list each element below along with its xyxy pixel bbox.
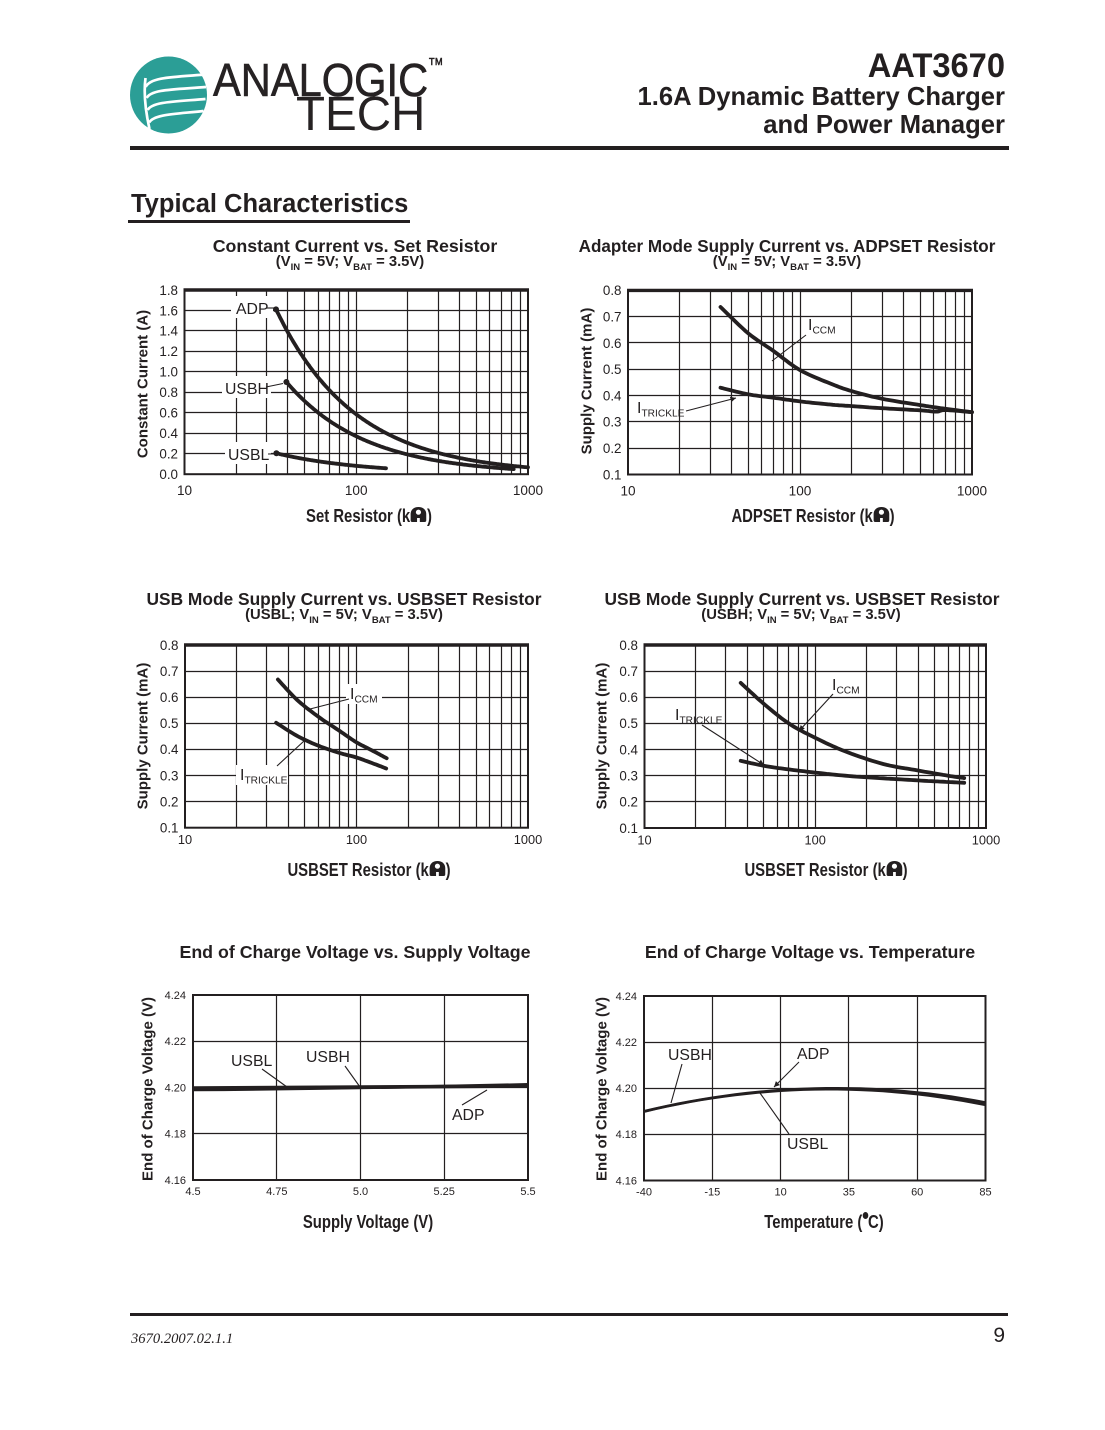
svg-text:4.18: 4.18 <box>165 1129 186 1141</box>
svg-text:5.5: 5.5 <box>520 1186 535 1198</box>
svg-text:1.4: 1.4 <box>159 324 178 339</box>
svg-text:0.7: 0.7 <box>160 664 179 679</box>
svg-text:0.4: 0.4 <box>603 388 622 403</box>
svg-text:10: 10 <box>178 832 192 847</box>
svg-text:0.3: 0.3 <box>619 769 638 784</box>
svg-text:1000: 1000 <box>972 833 1000 848</box>
svg-text:0.6: 0.6 <box>603 336 622 351</box>
svg-text:4.16: 4.16 <box>616 1175 637 1187</box>
svg-text:-15: -15 <box>704 1187 720 1199</box>
svg-text:0.6: 0.6 <box>160 690 179 705</box>
svg-text:0.8: 0.8 <box>619 638 638 653</box>
svg-text:5.25: 5.25 <box>433 1186 454 1198</box>
svg-text:1000: 1000 <box>513 483 544 498</box>
svg-text:0.2: 0.2 <box>603 441 622 456</box>
svg-text:0.4: 0.4 <box>159 426 178 441</box>
svg-text:1.0: 1.0 <box>159 365 178 380</box>
svg-text:100: 100 <box>789 484 812 499</box>
svg-text:0.1: 0.1 <box>160 821 179 836</box>
svg-text:ITRICKLE: ITRICKLE <box>637 400 685 419</box>
svg-text:4.5: 4.5 <box>185 1186 200 1198</box>
svg-text:4.18: 4.18 <box>616 1129 637 1141</box>
svg-text:100: 100 <box>805 833 826 848</box>
svg-text:0.0: 0.0 <box>159 467 178 482</box>
svg-text:0.1: 0.1 <box>619 821 638 836</box>
svg-text:0.7: 0.7 <box>603 310 622 325</box>
svg-text:USBL: USBL <box>787 1136 828 1153</box>
svg-text:4.22: 4.22 <box>616 1037 637 1049</box>
svg-text:0.4: 0.4 <box>619 742 638 757</box>
svg-text:0.8: 0.8 <box>603 283 622 298</box>
svg-text:USBL: USBL <box>231 1053 272 1070</box>
svg-text:4.22: 4.22 <box>165 1036 186 1048</box>
svg-text:4.20: 4.20 <box>616 1083 637 1095</box>
svg-text:0.5: 0.5 <box>619 716 638 731</box>
svg-text:1.8: 1.8 <box>159 283 178 298</box>
svg-text:0.6: 0.6 <box>619 690 638 705</box>
svg-text:1.6: 1.6 <box>159 303 178 318</box>
svg-text:4.24: 4.24 <box>616 991 637 1003</box>
svg-text:0.5: 0.5 <box>160 716 179 731</box>
svg-text:60: 60 <box>911 1187 923 1199</box>
svg-text:0.8: 0.8 <box>159 385 178 400</box>
svg-text:100: 100 <box>346 832 367 847</box>
svg-text:10: 10 <box>774 1187 786 1199</box>
svg-text:0.2: 0.2 <box>160 794 179 809</box>
svg-text:10: 10 <box>620 484 636 499</box>
svg-text:1000: 1000 <box>957 484 988 499</box>
svg-text:USBH: USBH <box>306 1049 350 1066</box>
svg-text:0.6: 0.6 <box>159 406 178 421</box>
svg-text:0.7: 0.7 <box>619 664 638 679</box>
svg-text:0.8: 0.8 <box>160 638 179 653</box>
svg-text:0.2: 0.2 <box>619 795 638 810</box>
svg-text:USBH: USBH <box>225 381 269 398</box>
svg-text:0.1: 0.1 <box>603 467 622 482</box>
svg-text:0.3: 0.3 <box>160 768 179 783</box>
svg-text:ITRICKLE: ITRICKLE <box>675 707 723 726</box>
svg-text:USBL: USBL <box>228 447 269 464</box>
svg-text:-40: -40 <box>636 1187 652 1199</box>
svg-text:4.75: 4.75 <box>266 1186 287 1198</box>
svg-text:ICCM: ICCM <box>808 317 836 336</box>
svg-text:USBH: USBH <box>668 1047 712 1064</box>
svg-text:85: 85 <box>979 1187 991 1199</box>
svg-text:0.5: 0.5 <box>603 362 622 377</box>
svg-text:4.24: 4.24 <box>165 990 186 1002</box>
svg-text:0.4: 0.4 <box>160 742 179 757</box>
svg-text:4.20: 4.20 <box>165 1082 186 1094</box>
svg-text:35: 35 <box>843 1187 855 1199</box>
svg-text:1000: 1000 <box>514 832 542 847</box>
svg-text:0.2: 0.2 <box>159 447 178 462</box>
svg-text:5.0: 5.0 <box>353 1186 368 1198</box>
svg-text:0.3: 0.3 <box>603 415 622 430</box>
svg-text:1.2: 1.2 <box>159 344 178 359</box>
svg-text:10: 10 <box>177 483 193 498</box>
svg-text:ADP: ADP <box>236 301 268 318</box>
svg-text:4.16: 4.16 <box>165 1175 186 1187</box>
svg-text:10: 10 <box>637 833 651 848</box>
svg-text:ICCM: ICCM <box>832 677 860 696</box>
svg-text:100: 100 <box>345 483 368 498</box>
svg-text:ADP: ADP <box>797 1046 829 1063</box>
svg-text:ADP: ADP <box>452 1107 484 1124</box>
